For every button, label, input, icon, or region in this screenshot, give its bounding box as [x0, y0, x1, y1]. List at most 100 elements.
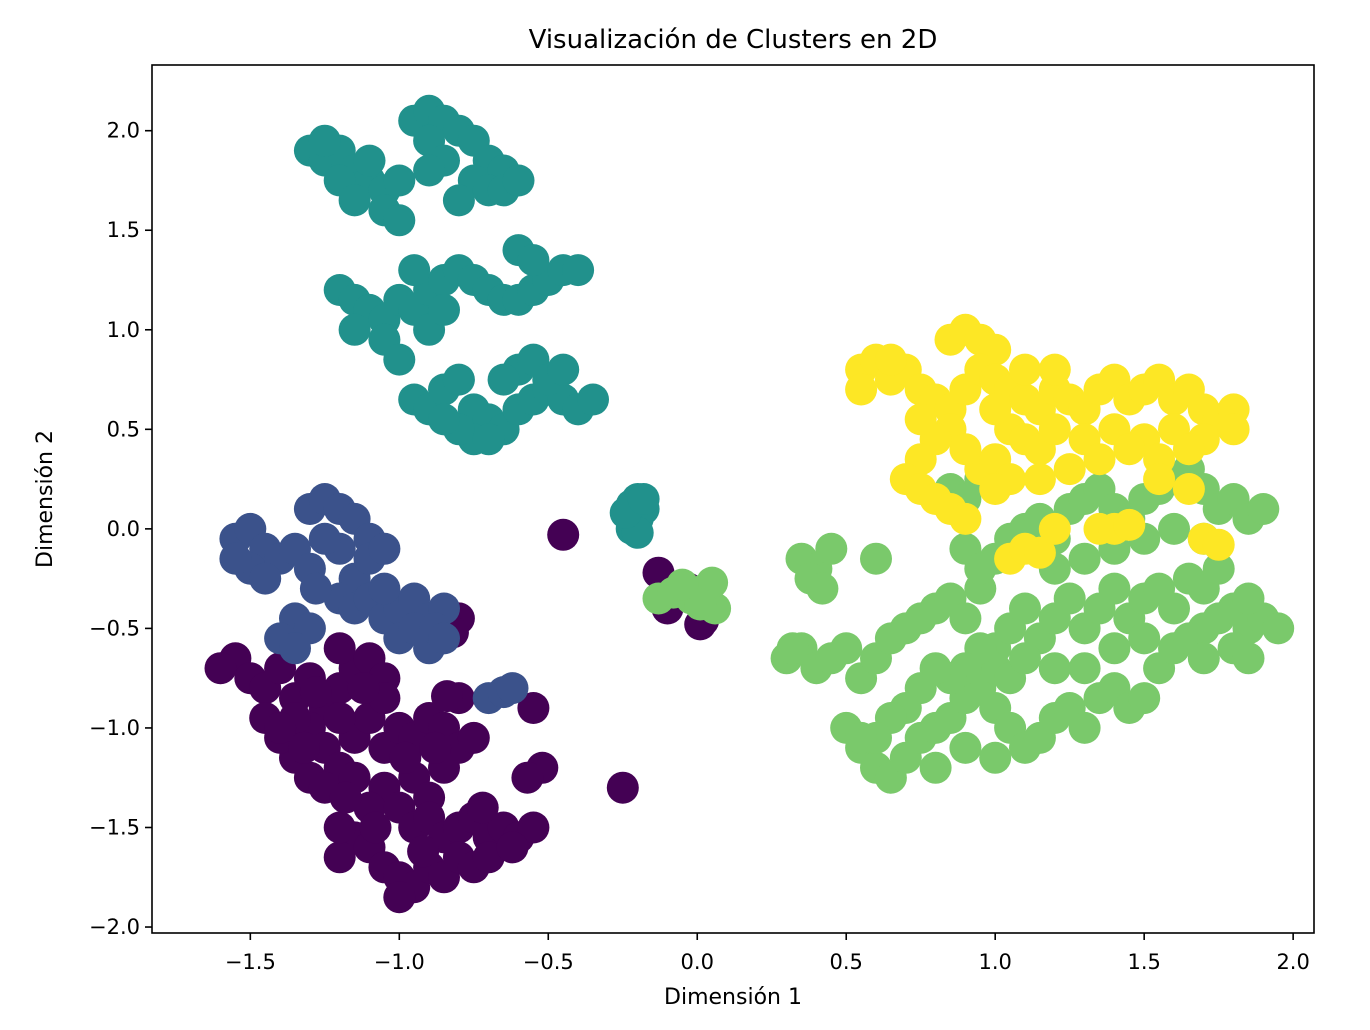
- data-point: [1158, 512, 1190, 545]
- data-point: [264, 711, 297, 744]
- data-point: [547, 518, 580, 551]
- data-point: [338, 313, 371, 346]
- data-point: [1113, 433, 1146, 466]
- data-point: [517, 692, 550, 724]
- data-point: [279, 632, 311, 665]
- data-point: [815, 532, 848, 565]
- data-point: [949, 433, 982, 466]
- data-point: [288, 731, 320, 764]
- x-tick-label: −1.0: [374, 950, 425, 974]
- x-axis-ticks: −1.5 −1.0 −0.5 0.0 0.5 1.0 1.5 2.0: [225, 933, 1310, 974]
- data-point: [308, 124, 341, 157]
- data-point: [347, 672, 380, 705]
- data-point: [979, 473, 1012, 505]
- data-point: [502, 164, 535, 197]
- data-point: [442, 184, 475, 217]
- data-point: [1068, 711, 1101, 744]
- data-point: [407, 835, 440, 868]
- data-point: [666, 568, 699, 601]
- data-point: [496, 672, 529, 705]
- data-point: [1053, 582, 1086, 615]
- x-axis-label: Dimensión 1: [664, 985, 802, 1010]
- data-point: [1172, 433, 1205, 466]
- data-point: [1023, 463, 1056, 496]
- data-point: [1098, 572, 1131, 605]
- data-point: [919, 751, 952, 784]
- data-point: [368, 572, 401, 605]
- y-axis-ticks: −2.0 −1.5 −1.0 −0.5 0.0 0.5 1.0 1.5 2.0: [89, 119, 152, 939]
- y-tick-label: −2.0: [89, 915, 140, 939]
- data-point: [1262, 612, 1295, 645]
- data-point: [1098, 632, 1131, 665]
- data-point: [1038, 353, 1071, 386]
- data-point: [949, 731, 982, 764]
- data-point: [1217, 413, 1250, 446]
- data-point: [1128, 682, 1161, 715]
- data-point: [472, 423, 505, 456]
- data-point: [606, 771, 639, 804]
- data-point: [299, 676, 332, 709]
- data-point: [964, 552, 997, 585]
- data-point: [1113, 508, 1146, 541]
- data-point: [845, 721, 878, 754]
- data-point: [1232, 642, 1265, 675]
- data-point: [1009, 592, 1041, 625]
- y-tick-label: −1.5: [89, 815, 140, 839]
- data-point: [1053, 453, 1086, 486]
- data-point: [431, 680, 463, 713]
- y-tick-label: 1.5: [107, 218, 140, 242]
- data-point: [979, 741, 1012, 774]
- data-point: [323, 811, 356, 844]
- data-point: [308, 522, 341, 555]
- data-point: [776, 632, 809, 665]
- data-point: [383, 204, 416, 237]
- data-point: [1038, 413, 1071, 446]
- data-point: [419, 731, 452, 764]
- data-point: [949, 602, 982, 635]
- data-point: [1202, 528, 1235, 561]
- data-point: [1158, 592, 1190, 625]
- data-point: [806, 572, 839, 605]
- data-point: [466, 791, 499, 824]
- data-point: [323, 632, 356, 665]
- data-point: [428, 403, 460, 436]
- data-point: [904, 403, 937, 436]
- data-point: [874, 343, 907, 376]
- data-point: [1083, 443, 1116, 476]
- data-point: [577, 383, 609, 416]
- x-tick-label: −0.5: [523, 950, 574, 974]
- data-point: [1247, 493, 1280, 525]
- data-point: [845, 373, 878, 406]
- series-4: [845, 313, 1250, 575]
- data-point: [949, 502, 982, 535]
- data-point: [1128, 622, 1161, 655]
- chart-title: Visualización de Clusters en 2D: [529, 25, 938, 55]
- data-point: [299, 572, 332, 605]
- data-point: [338, 184, 371, 217]
- data-point: [353, 144, 386, 177]
- x-tick-label: −1.5: [225, 950, 276, 974]
- data-point: [389, 741, 422, 774]
- data-point: [860, 542, 892, 575]
- data-point: [383, 881, 416, 914]
- data-point: [496, 831, 529, 864]
- y-tick-label: −0.5: [89, 616, 140, 640]
- data-point: [517, 811, 550, 844]
- y-tick-label: 0.5: [107, 417, 140, 441]
- data-point: [249, 562, 282, 595]
- data-point: [323, 841, 356, 874]
- data-point: [329, 781, 362, 814]
- data-point: [398, 254, 431, 287]
- data-point: [1038, 512, 1071, 545]
- data-point: [383, 164, 416, 197]
- y-tick-label: 2.0: [107, 119, 140, 143]
- plot-frame: [151, 64, 1315, 934]
- data-point: [204, 652, 237, 685]
- y-axis-label: Dimensión 2: [33, 430, 58, 568]
- data-point: [1143, 463, 1176, 496]
- data-point: [457, 721, 490, 754]
- x-tick-label: 0.5: [830, 950, 863, 974]
- data-point: [547, 353, 580, 386]
- data-point: [1202, 552, 1235, 585]
- series-0: [204, 518, 720, 914]
